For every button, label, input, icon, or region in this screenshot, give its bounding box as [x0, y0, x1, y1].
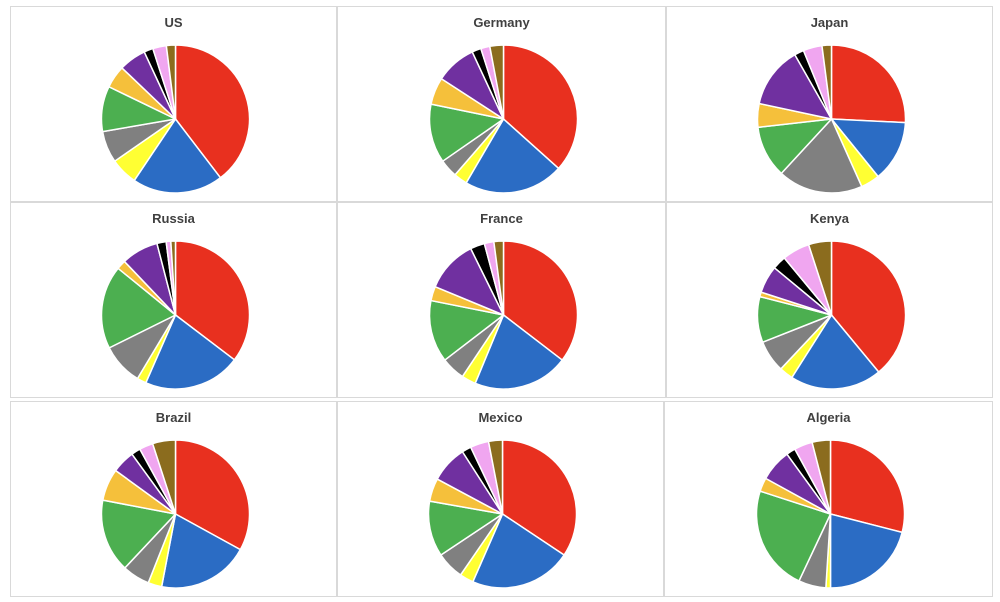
pie-slice-gray — [780, 118, 863, 194]
pie-slice-brown — [489, 44, 505, 120]
pie-slice-brown — [821, 44, 833, 120]
chart-title: Kenya — [809, 211, 850, 226]
pie-slice-brown — [487, 439, 504, 515]
pie-slice-red — [174, 439, 251, 551]
pie-slice-red — [502, 240, 579, 361]
pie-slice-red — [174, 240, 251, 361]
pie-svg — [428, 240, 579, 390]
pie-slice-blue — [791, 314, 880, 390]
pie-slice-blue — [829, 513, 903, 589]
pie-slice-blue — [133, 118, 222, 194]
pie-slice-brown — [493, 240, 505, 316]
chart-title: Algeria — [806, 410, 851, 425]
pie-svg — [100, 439, 251, 589]
chart-title: Russia — [152, 211, 195, 226]
pie-svg — [100, 240, 251, 390]
pie-slice-red — [829, 439, 906, 534]
pie-slice-blue — [474, 314, 563, 390]
pie-slice-green — [428, 103, 505, 162]
pie-slice-blue — [465, 118, 560, 194]
pie-slice-red — [502, 44, 579, 170]
chart-panel-algeria: Algeria — [664, 401, 993, 597]
chart-panel-brazil: Brazil — [10, 401, 337, 597]
pie-slice-brown — [165, 44, 177, 120]
pie-svg — [756, 44, 907, 194]
chart-title: Mexico — [478, 410, 523, 425]
chart-title: US — [164, 15, 183, 30]
pie-svg — [756, 240, 907, 390]
chart-title: France — [480, 211, 523, 226]
chart-panel-kenya: Kenya — [666, 202, 993, 398]
chart-panel-japan: Japan — [666, 6, 993, 202]
pie-slice-brown — [807, 240, 833, 316]
pie-svg — [755, 439, 906, 589]
pie-svg — [428, 44, 579, 194]
pie-svg — [427, 439, 578, 589]
pie-slice-green — [100, 267, 177, 349]
pie-slice-red — [830, 44, 907, 124]
pie-slice-brown — [151, 439, 177, 515]
chart-title: Brazil — [155, 410, 192, 425]
chart-title: Germany — [473, 15, 530, 30]
pie-slice-blue — [160, 513, 242, 589]
pie-slice-brown — [811, 439, 832, 515]
chart-panel-france: France — [337, 202, 666, 398]
chart-panel-russia: Russia — [10, 202, 337, 398]
pie-svg — [100, 44, 251, 194]
pie-slice-blue — [472, 513, 565, 589]
chart-panel-germany: Germany — [337, 6, 666, 202]
chart-panel-us: US — [10, 6, 337, 202]
chart-panel-mexico: Mexico — [337, 401, 664, 597]
pie-slice-green — [100, 499, 177, 569]
pie-slice-purple — [758, 53, 833, 120]
pie-slice-red — [174, 44, 251, 179]
pie-slice-green — [428, 299, 505, 361]
chart-title: Japan — [810, 15, 849, 30]
pie-slice-green — [755, 490, 832, 582]
pie-slice-blue — [830, 118, 907, 178]
pie-slice-red — [830, 240, 907, 373]
pie-slice-brown — [170, 240, 177, 316]
